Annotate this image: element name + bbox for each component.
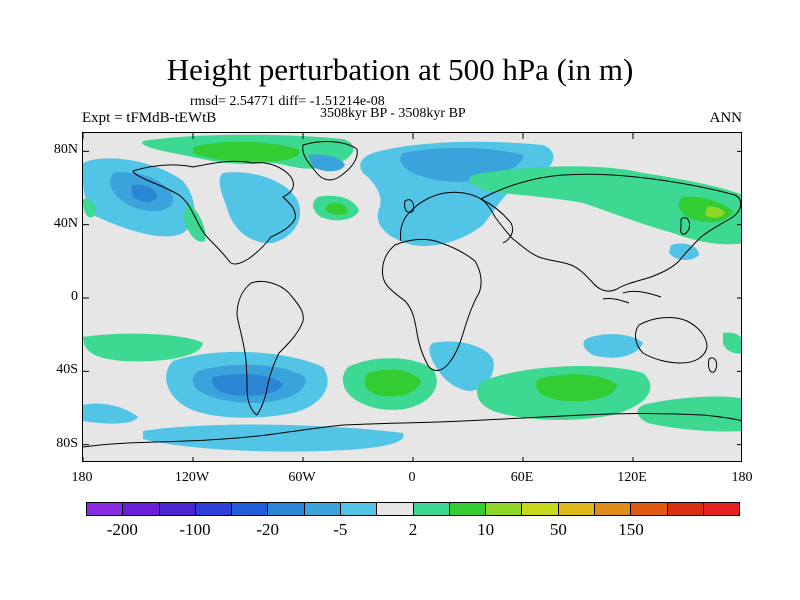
y-tick-label: 80S	[56, 435, 78, 451]
anomaly-field	[83, 134, 741, 452]
colorbar-swatch	[340, 503, 378, 515]
coast-australia	[635, 317, 708, 364]
chart-title: Height perturbation at 500 hPa (in m)	[166, 52, 634, 87]
colorbar-swatch	[522, 503, 559, 515]
anomaly-pos-asia	[469, 166, 741, 245]
colorbar-label: 2	[408, 520, 418, 539]
colorbar-swatch	[304, 503, 341, 515]
colorbar-swatch	[667, 503, 704, 515]
colorbar-swatch	[631, 503, 668, 515]
colorbar-swatch	[232, 503, 269, 515]
x-tick-label: 180	[71, 470, 93, 485]
anomaly-neg-socean	[83, 403, 138, 424]
anomaly-neg-eurasia-west	[308, 154, 345, 172]
map-panel	[82, 132, 742, 462]
anomaly-neg-wpac	[669, 243, 699, 261]
rmsd-stats: rmsd= 2.54771 diff= -1.51214e-08	[190, 94, 385, 109]
coast-japan	[680, 217, 690, 235]
anomaly-neg-socean-2	[143, 424, 404, 452]
coast-asia	[480, 173, 741, 292]
coastlines	[83, 141, 741, 448]
x-tick-label: 180	[731, 470, 753, 485]
colorbar-label: 150	[618, 520, 644, 539]
colorbar-swatch	[449, 503, 487, 515]
coast-europe	[400, 191, 514, 244]
colorbar-swatch	[594, 503, 632, 515]
coast-greenland	[302, 141, 358, 181]
anomaly-neg-npac-deep	[131, 184, 157, 203]
colorbar-swatch	[703, 503, 740, 515]
colorbar-label: -5	[333, 520, 348, 539]
colorbar-label: -20	[256, 520, 279, 539]
colorbar-swatch	[195, 503, 233, 515]
anomaly-pos-sind-core	[536, 374, 617, 402]
x-tick-label: 120W	[174, 470, 210, 485]
coast-south-america	[236, 280, 304, 416]
anomaly-neg-namer-east	[219, 172, 301, 244]
period-label: 3508kyr BP - 3508kyr BP	[320, 106, 466, 121]
colorbar-swatch	[486, 503, 523, 515]
colorbar-swatch	[123, 503, 160, 515]
colorbar-swatch	[159, 503, 196, 515]
y-tick-label: 80N	[53, 142, 78, 158]
coast-antarctica	[83, 413, 741, 448]
anomaly-neg-safr	[429, 341, 494, 391]
anomaly-neg-sam-deep	[212, 374, 283, 396]
colorbar-swatch	[268, 503, 305, 515]
x-tick-label: 60W	[288, 470, 316, 485]
colorbar-label: -100	[179, 520, 211, 539]
colorbar-swatch	[558, 503, 595, 515]
y-tick-label: 0	[71, 289, 78, 304]
experiment-label: Expt = tFMdB-tEWtB	[82, 110, 217, 126]
colorbar	[86, 502, 740, 516]
anomaly-pos-asia-peak	[705, 206, 725, 218]
x-tick-label: 60E	[510, 470, 534, 485]
anomaly-pos-spac	[83, 333, 203, 362]
colorbar-swatch	[377, 503, 414, 515]
coast-newzealand	[708, 357, 718, 373]
coast-north-america	[132, 160, 296, 265]
coast-africa	[382, 238, 482, 371]
coast-uk	[404, 199, 414, 214]
anomaly-pos-natl-core	[325, 202, 348, 216]
anomaly-pos-satl-core	[364, 369, 421, 397]
anomaly-pos-namer	[183, 203, 206, 242]
coast-indonesia	[602, 290, 662, 304]
season-label: ANN	[709, 110, 743, 126]
anomaly-pos-hawaii	[83, 198, 96, 218]
anomaly-pos-se-pac	[723, 332, 741, 354]
colorbar-label: -200	[106, 520, 138, 539]
colorbar-swatch	[87, 503, 124, 515]
x-tick-label: 0	[408, 470, 416, 485]
colorbar-label: 50	[549, 520, 567, 539]
anomaly-neg-swpac	[583, 334, 643, 358]
y-tick-label: 40S	[56, 362, 78, 378]
x-tick-label: 120E	[617, 470, 647, 485]
map-svg	[83, 133, 741, 461]
colorbar-label: 10	[477, 520, 495, 539]
anomaly-pos-arctic-core	[193, 141, 300, 162]
colorbar-swatch	[413, 503, 450, 515]
y-tick-label: 40N	[53, 215, 78, 231]
